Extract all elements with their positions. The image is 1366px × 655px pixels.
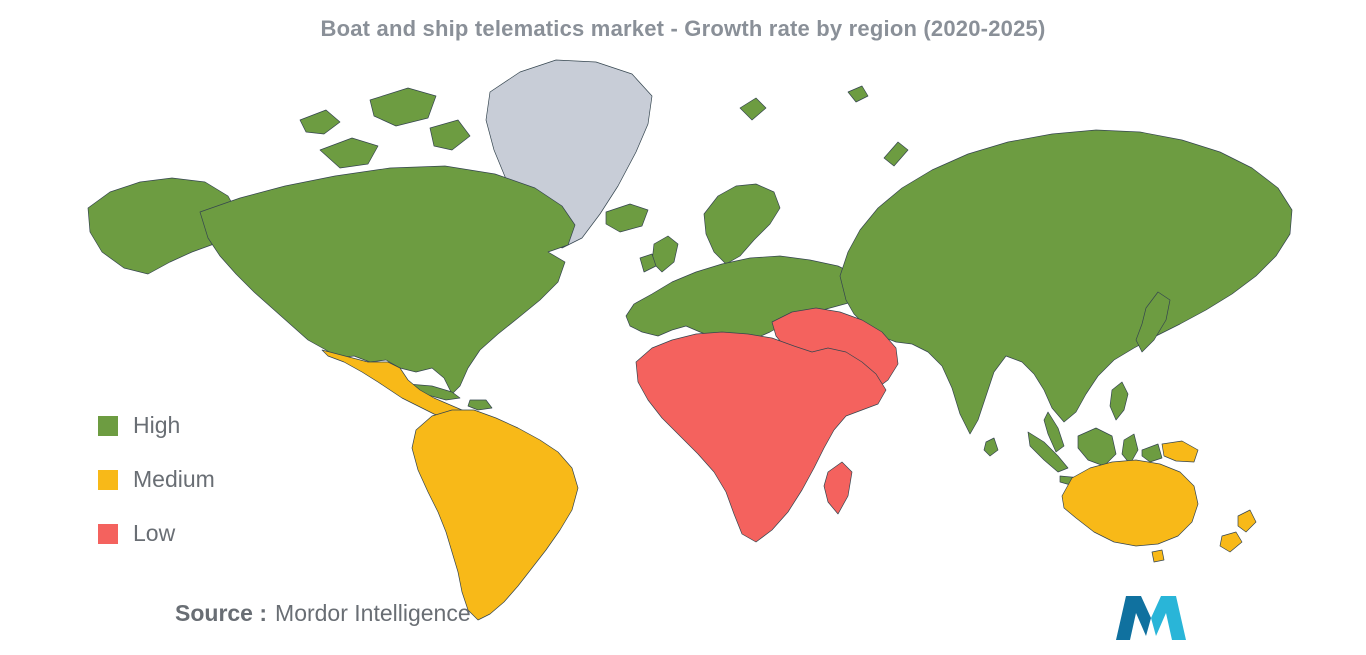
region-sulawesi [1121, 433, 1139, 465]
region-arctic-island-4 [299, 109, 341, 135]
region-sri-lanka [983, 437, 999, 457]
source-name: Mordor Intelligence [275, 600, 471, 626]
logo-m-icon [1116, 596, 1186, 640]
region-europe [625, 255, 865, 343]
region-new-zealand-south [1219, 531, 1243, 553]
region-sumatra [1027, 431, 1069, 473]
legend-label-high: High [133, 412, 181, 438]
region-australia [1061, 459, 1199, 547]
legend-label-medium: Medium [133, 466, 215, 492]
region-ireland [639, 253, 657, 273]
region-africa [635, 331, 887, 543]
source-prefix: Source : [175, 600, 268, 626]
region-scandinavia [703, 183, 781, 265]
legend: High Medium Low [98, 412, 215, 547]
region-north-america [199, 165, 576, 395]
region-west-papua [1141, 443, 1163, 463]
legend-swatch-medium-icon [98, 469, 118, 490]
legend-swatch-high-icon [98, 415, 118, 436]
region-arctic-island-2 [369, 87, 437, 127]
mordor-intelligence-logo [1116, 594, 1188, 647]
region-arctic-island-3 [429, 119, 471, 151]
region-hispaniola [467, 399, 493, 411]
legend-item-medium: Medium [98, 466, 215, 493]
region-asia [839, 129, 1293, 435]
region-uk [651, 235, 679, 273]
region-new-zealand-north [1237, 509, 1257, 533]
legend-swatch-low-icon [98, 523, 118, 544]
region-malay-peninsula [1043, 411, 1065, 453]
chart-title: Boat and ship telematics market - Growth… [320, 16, 1046, 41]
region-svalbard [739, 97, 767, 121]
region-papua-new-guinea [1161, 440, 1199, 463]
region-iceland [605, 203, 649, 233]
region-philippines [1109, 381, 1129, 421]
legend-item-high: High [98, 412, 215, 439]
region-novaya-zemlya [883, 141, 909, 167]
source-line: Source : Mordor Intelligence [175, 600, 471, 627]
region-borneo [1077, 427, 1117, 467]
region-tasmania [1151, 549, 1165, 563]
legend-item-low: Low [98, 520, 215, 547]
region-japan [1135, 291, 1171, 353]
legend-label-low: Low [133, 520, 176, 546]
region-south-america [411, 409, 579, 621]
region-madagascar [823, 461, 853, 515]
region-arctic-island-1 [319, 137, 379, 169]
region-arctic-island-5 [847, 85, 869, 103]
